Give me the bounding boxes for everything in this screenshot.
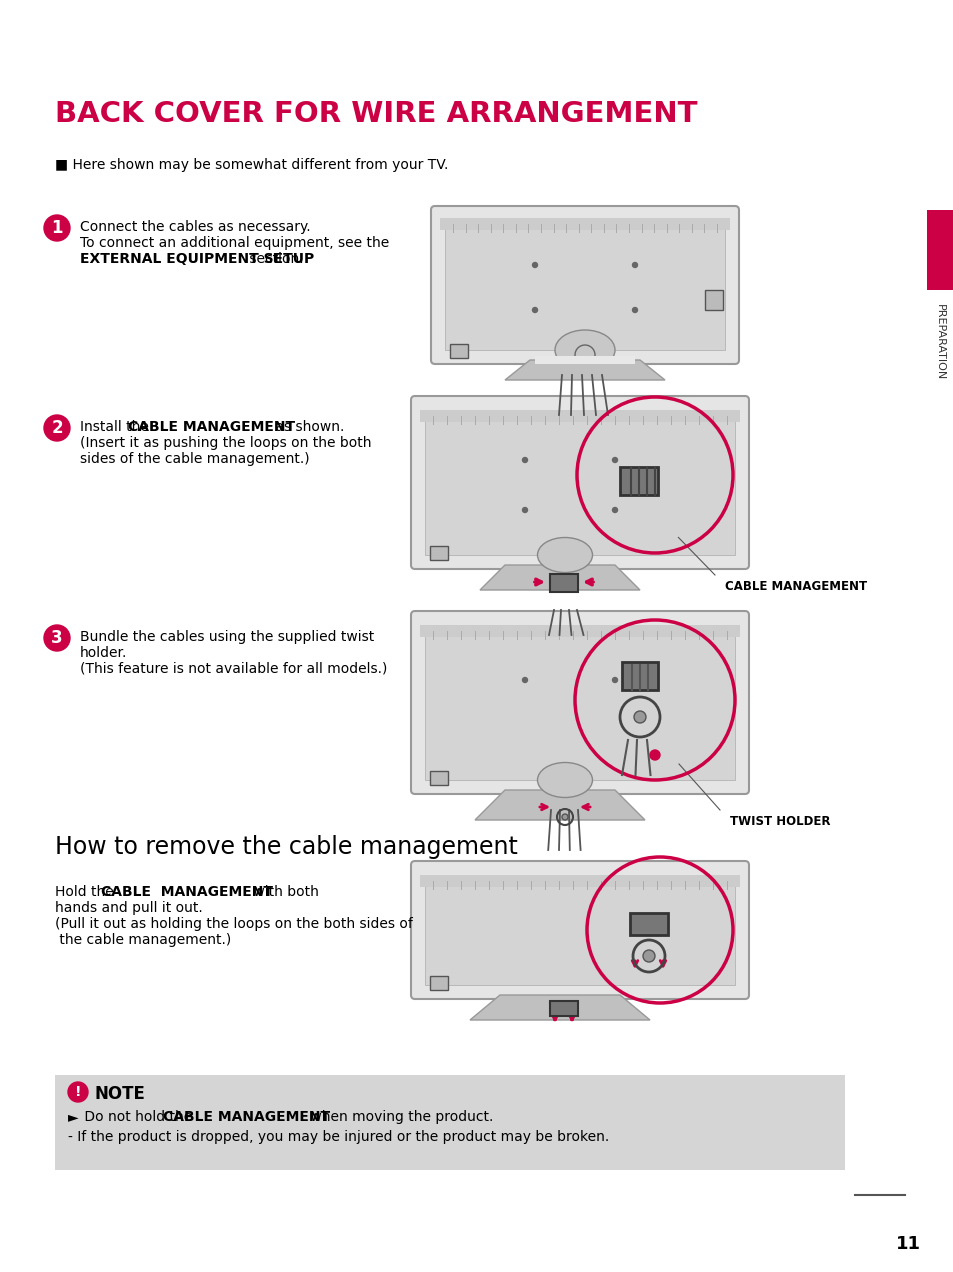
Bar xyxy=(424,627,734,780)
Text: 1: 1 xyxy=(51,219,63,237)
Bar xyxy=(619,467,658,495)
Text: ■ Here shown may be somewhat different from your TV.: ■ Here shown may be somewhat different f… xyxy=(55,158,448,172)
Circle shape xyxy=(522,458,527,463)
Text: ►: ► xyxy=(68,1110,78,1124)
Bar xyxy=(424,413,734,555)
Circle shape xyxy=(68,1082,88,1102)
Text: (Insert it as pushing the loops on the both: (Insert it as pushing the loops on the b… xyxy=(80,436,371,450)
Text: Hold the: Hold the xyxy=(55,885,118,899)
Circle shape xyxy=(44,215,70,240)
Text: 11: 11 xyxy=(895,1235,920,1253)
Ellipse shape xyxy=(555,329,615,370)
Polygon shape xyxy=(475,790,644,820)
Polygon shape xyxy=(479,565,639,590)
Text: CABLE MANAGEMENT: CABLE MANAGEMENT xyxy=(724,580,866,593)
Circle shape xyxy=(632,262,637,267)
Text: CABLE MANAGEMENT: CABLE MANAGEMENT xyxy=(128,420,294,434)
Text: the cable management.): the cable management.) xyxy=(55,932,231,946)
Text: How to remove the cable management: How to remove the cable management xyxy=(55,834,517,859)
Bar xyxy=(419,410,740,422)
Text: Connect the cables as necessary.: Connect the cables as necessary. xyxy=(80,220,311,234)
Ellipse shape xyxy=(537,762,592,798)
Circle shape xyxy=(642,950,655,962)
Polygon shape xyxy=(470,995,649,1020)
Bar xyxy=(450,343,468,357)
Circle shape xyxy=(561,814,567,820)
Text: 2: 2 xyxy=(51,418,63,438)
Text: PREPARATION: PREPARATION xyxy=(934,304,944,380)
Circle shape xyxy=(575,345,595,365)
Text: 3: 3 xyxy=(51,628,63,647)
Text: sides of the cable management.): sides of the cable management.) xyxy=(80,452,310,466)
FancyBboxPatch shape xyxy=(411,861,748,999)
Circle shape xyxy=(612,458,617,463)
Text: (Pull it out as holding the loops on the both sides of: (Pull it out as holding the loops on the… xyxy=(55,917,413,931)
Text: (This feature is not available for all models.): (This feature is not available for all m… xyxy=(80,661,387,675)
Circle shape xyxy=(632,308,637,313)
Bar xyxy=(430,771,448,785)
Text: - If the product is dropped, you may be injured or the product may be broken.: - If the product is dropped, you may be … xyxy=(68,1130,609,1144)
Circle shape xyxy=(44,415,70,441)
Bar xyxy=(621,661,658,689)
Text: holder.: holder. xyxy=(80,646,128,660)
Bar xyxy=(419,875,740,887)
FancyBboxPatch shape xyxy=(431,206,739,364)
Circle shape xyxy=(612,508,617,513)
Text: with both: with both xyxy=(249,885,318,899)
Text: CABLE MANAGEMENT: CABLE MANAGEMENT xyxy=(163,1110,330,1124)
Bar xyxy=(430,546,448,560)
Ellipse shape xyxy=(537,538,592,572)
Text: hands and pull it out.: hands and pull it out. xyxy=(55,901,203,915)
Circle shape xyxy=(532,308,537,313)
Text: Do not hold the: Do not hold the xyxy=(80,1110,196,1124)
Bar xyxy=(444,223,724,350)
Text: Install the: Install the xyxy=(80,420,153,434)
Circle shape xyxy=(612,678,617,683)
Circle shape xyxy=(649,750,659,759)
Text: section.: section. xyxy=(245,252,303,266)
Bar xyxy=(424,876,734,985)
Bar xyxy=(550,574,578,591)
Circle shape xyxy=(522,508,527,513)
Text: when moving the product.: when moving the product. xyxy=(306,1110,493,1124)
Text: !: ! xyxy=(74,1085,81,1099)
Text: TWIST HOLDER: TWIST HOLDER xyxy=(729,815,830,828)
Polygon shape xyxy=(504,360,664,380)
Text: BACK COVER FOR WIRE ARRANGEMENT: BACK COVER FOR WIRE ARRANGEMENT xyxy=(55,100,697,128)
Bar xyxy=(55,1075,844,1170)
Bar xyxy=(704,290,722,310)
Circle shape xyxy=(522,678,527,683)
Text: EXTERNAL EQUIPMENT SETUP: EXTERNAL EQUIPMENT SETUP xyxy=(80,252,314,266)
Bar xyxy=(439,218,729,230)
Circle shape xyxy=(44,625,70,651)
Text: Bundle the cables using the supplied twist: Bundle the cables using the supplied twi… xyxy=(80,630,374,644)
FancyBboxPatch shape xyxy=(411,396,748,569)
Circle shape xyxy=(532,262,537,267)
Bar xyxy=(419,625,740,637)
Text: To connect an additional equipment, see the: To connect an additional equipment, see … xyxy=(80,237,389,251)
Bar xyxy=(629,913,667,935)
Circle shape xyxy=(634,711,645,722)
Bar xyxy=(430,976,448,990)
FancyBboxPatch shape xyxy=(411,611,748,794)
Text: CABLE  MANAGEMENT: CABLE MANAGEMENT xyxy=(101,885,273,899)
Bar xyxy=(535,356,635,364)
Text: NOTE: NOTE xyxy=(95,1085,146,1103)
Bar xyxy=(550,1001,578,1016)
Text: as shown.: as shown. xyxy=(271,420,344,434)
Bar xyxy=(926,210,953,290)
